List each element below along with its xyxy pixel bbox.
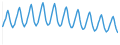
line	[2, 3, 118, 33]
y-axis-line	[2, 2, 3, 45]
y-axis	[2, 2, 3, 45]
chart	[0, 0, 120, 45]
plot-area	[2, 3, 118, 33]
